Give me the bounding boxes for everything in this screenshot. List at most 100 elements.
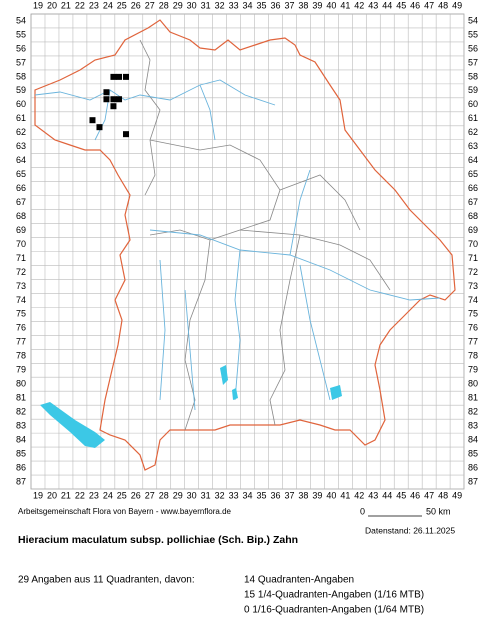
column-label: 31	[201, 0, 211, 10]
row-label: 60	[468, 99, 478, 109]
record	[123, 131, 130, 138]
title: Hieracium maculatum subsp. pollichiae (S…	[18, 534, 298, 546]
row-label: 58	[16, 71, 26, 81]
record	[96, 124, 103, 131]
column-label: 47	[424, 0, 434, 10]
row-label: 69	[16, 225, 26, 235]
column-label: 24	[103, 490, 113, 500]
row-label: 67	[468, 197, 478, 207]
column-label: 25	[117, 490, 127, 500]
row-label: 86	[468, 462, 478, 472]
records	[89, 73, 130, 138]
row-label: 83	[468, 421, 478, 431]
row-label: 81	[468, 393, 478, 403]
row-label: 65	[16, 169, 26, 179]
row-label: 64	[16, 155, 26, 165]
row-label: 82	[16, 407, 26, 417]
column-label: 47	[424, 490, 434, 500]
row-label: 80	[16, 379, 26, 389]
row-label: 58	[468, 71, 478, 81]
row-label: 86	[16, 462, 26, 472]
row-label: 72	[468, 267, 478, 277]
row-label: 59	[16, 85, 26, 95]
row-label: 81	[16, 393, 26, 403]
column-label: 38	[298, 490, 308, 500]
row-label: 65	[468, 169, 478, 179]
row-label: 56	[16, 43, 26, 53]
row-label: 56	[468, 43, 478, 53]
row-label: 73	[468, 281, 478, 291]
column-label: 27	[145, 490, 155, 500]
row-label: 68	[16, 211, 26, 221]
credit: Arbeitsgemeinschaft Flora von Bayern - w…	[18, 507, 232, 516]
column-label: 19	[33, 0, 43, 10]
column-label: 27	[145, 0, 155, 10]
column-label: 37	[284, 490, 294, 500]
column-label: 36	[270, 0, 280, 10]
row-label: 54	[16, 15, 26, 25]
row-label: 59	[468, 85, 478, 95]
row-label: 77	[468, 337, 478, 347]
column-label: 41	[340, 0, 350, 10]
row-label: 76	[16, 323, 26, 333]
column-label: 33	[229, 0, 239, 10]
column-label: 43	[368, 490, 378, 500]
row-label: 62	[468, 127, 478, 137]
grid: 19 19 20 20 21 21 22 22 23 23 24 24 25 25 26 26 27 27 28 28…	[16, 0, 478, 500]
row-label: 57	[468, 57, 478, 67]
summary: 29 Angaben aus 11 Quadranten, davon:	[18, 575, 195, 586]
column-label: 24	[103, 0, 113, 10]
row-label: 85	[468, 448, 478, 458]
record	[110, 103, 117, 110]
row-label: 68	[468, 211, 478, 221]
record	[123, 73, 130, 80]
rivers	[34, 79, 441, 411]
row-label: 83	[16, 421, 26, 431]
row-label: 73	[16, 281, 26, 291]
column-label: 26	[131, 490, 141, 500]
row-label: 71	[468, 253, 478, 263]
row-label: 66	[468, 183, 478, 193]
column-label: 37	[284, 0, 294, 10]
column-label: 29	[173, 0, 183, 10]
record	[110, 96, 117, 103]
column-label: 45	[396, 490, 406, 500]
row-label: 70	[16, 239, 26, 249]
row-label: 71	[16, 253, 26, 263]
column-label: 40	[326, 490, 336, 500]
row-label: 61	[16, 113, 26, 123]
row-label: 70	[468, 239, 478, 249]
row-label: 84	[468, 434, 478, 444]
column-label: 23	[89, 0, 99, 10]
row-label: 72	[16, 267, 26, 277]
row-label: 79	[16, 365, 26, 375]
detail: 0 1/16-Quadranten-Angaben (1/64 MTB)	[244, 605, 424, 616]
row-label: 74	[16, 295, 26, 305]
row-label: 78	[16, 351, 26, 361]
column-label: 41	[340, 490, 350, 500]
row-label: 74	[468, 295, 478, 305]
column-label: 43	[368, 0, 378, 10]
column-label: 39	[312, 490, 322, 500]
column-label: 25	[117, 0, 127, 10]
row-label: 57	[16, 57, 26, 67]
row-label: 79	[468, 365, 478, 375]
column-label: 22	[75, 0, 85, 10]
column-label: 23	[89, 490, 99, 500]
row-label: 55	[16, 29, 26, 39]
column-label: 44	[382, 0, 392, 10]
column-label: 44	[382, 490, 392, 500]
record	[89, 117, 96, 124]
column-label: 35	[257, 490, 267, 500]
column-label: 33	[229, 490, 239, 500]
row-label: 67	[16, 197, 26, 207]
record	[103, 89, 110, 96]
detail: 15 1/4-Quadranten-Angaben (1/16 MTB)	[244, 590, 424, 601]
column-label: 40	[326, 0, 336, 10]
row-label: 63	[16, 141, 26, 151]
column-label: 28	[159, 0, 169, 10]
column-label: 35	[257, 0, 267, 10]
row-label: 66	[16, 183, 26, 193]
lake-constance	[40, 402, 105, 448]
